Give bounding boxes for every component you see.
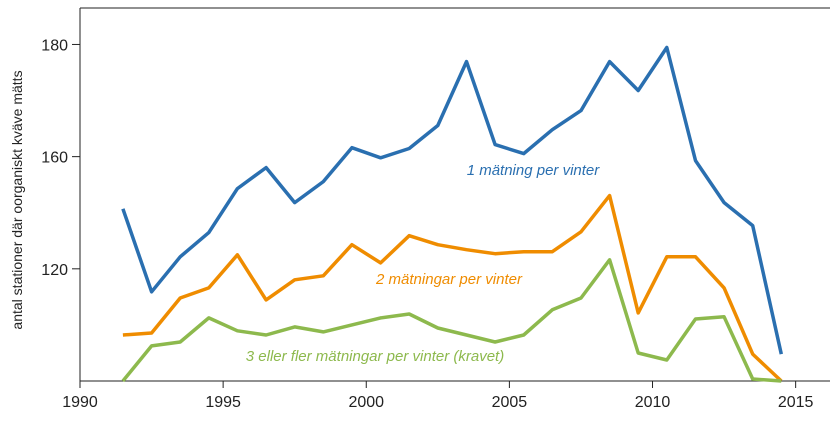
series-label: 1 mätning per vinter [467, 162, 601, 179]
y-tick-label: 160 [41, 150, 68, 167]
x-tick-label: 1995 [205, 394, 241, 411]
y-tick-label: 120 [41, 262, 68, 279]
series-line [121, 45, 784, 355]
x-tick-label: 2015 [778, 394, 814, 411]
series-line [122, 193, 783, 383]
x-tick-label: 2010 [635, 394, 671, 411]
x-tick-label: 2000 [348, 394, 384, 411]
y-tick-label: 180 [41, 37, 68, 54]
series-line [121, 258, 782, 383]
y-axis-label: antal stationer där oorganiskt kväve mät… [9, 70, 25, 329]
x-tick-label: 1990 [62, 394, 98, 411]
series-label: 3 eller fler mätningar per vinter (krave… [246, 348, 504, 365]
x-tick-label: 2005 [492, 394, 528, 411]
series-label: 2 mätningar per vinter [375, 271, 523, 288]
